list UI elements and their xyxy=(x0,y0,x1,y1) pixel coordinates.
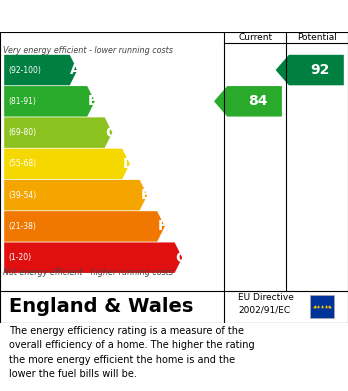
Text: EU Directive
2002/91/EC: EU Directive 2002/91/EC xyxy=(238,293,294,315)
Text: (21-38): (21-38) xyxy=(8,222,36,231)
Text: E: E xyxy=(140,188,150,202)
Text: (92-100): (92-100) xyxy=(8,66,41,75)
Text: Very energy efficient - lower running costs: Very energy efficient - lower running co… xyxy=(3,46,173,55)
Text: (69-80): (69-80) xyxy=(8,128,37,137)
Polygon shape xyxy=(4,211,165,242)
Polygon shape xyxy=(4,242,182,273)
Polygon shape xyxy=(4,117,112,148)
Text: Potential: Potential xyxy=(297,33,337,42)
Text: (55-68): (55-68) xyxy=(8,160,37,169)
Polygon shape xyxy=(4,55,77,85)
Text: Current: Current xyxy=(238,33,272,42)
Text: (1-20): (1-20) xyxy=(8,253,31,262)
Text: 84: 84 xyxy=(248,94,268,108)
Text: 92: 92 xyxy=(310,63,330,77)
Text: (81-91): (81-91) xyxy=(8,97,36,106)
Text: B: B xyxy=(88,94,98,108)
Text: (39-54): (39-54) xyxy=(8,191,37,200)
Polygon shape xyxy=(214,86,282,117)
Text: A: A xyxy=(70,63,81,77)
Polygon shape xyxy=(4,180,147,210)
Polygon shape xyxy=(276,55,344,85)
Text: England & Wales: England & Wales xyxy=(9,297,193,316)
Text: Not energy efficient - higher running costs: Not energy efficient - higher running co… xyxy=(3,268,174,277)
FancyBboxPatch shape xyxy=(310,295,334,318)
Text: G: G xyxy=(175,251,187,265)
Text: F: F xyxy=(158,219,167,233)
Polygon shape xyxy=(4,86,95,117)
Text: D: D xyxy=(123,157,134,171)
Text: The energy efficiency rating is a measure of the
overall efficiency of a home. T: The energy efficiency rating is a measur… xyxy=(9,326,254,379)
Polygon shape xyxy=(4,149,130,179)
Text: C: C xyxy=(105,126,116,140)
Text: Energy Efficiency Rating: Energy Efficiency Rating xyxy=(9,9,230,23)
